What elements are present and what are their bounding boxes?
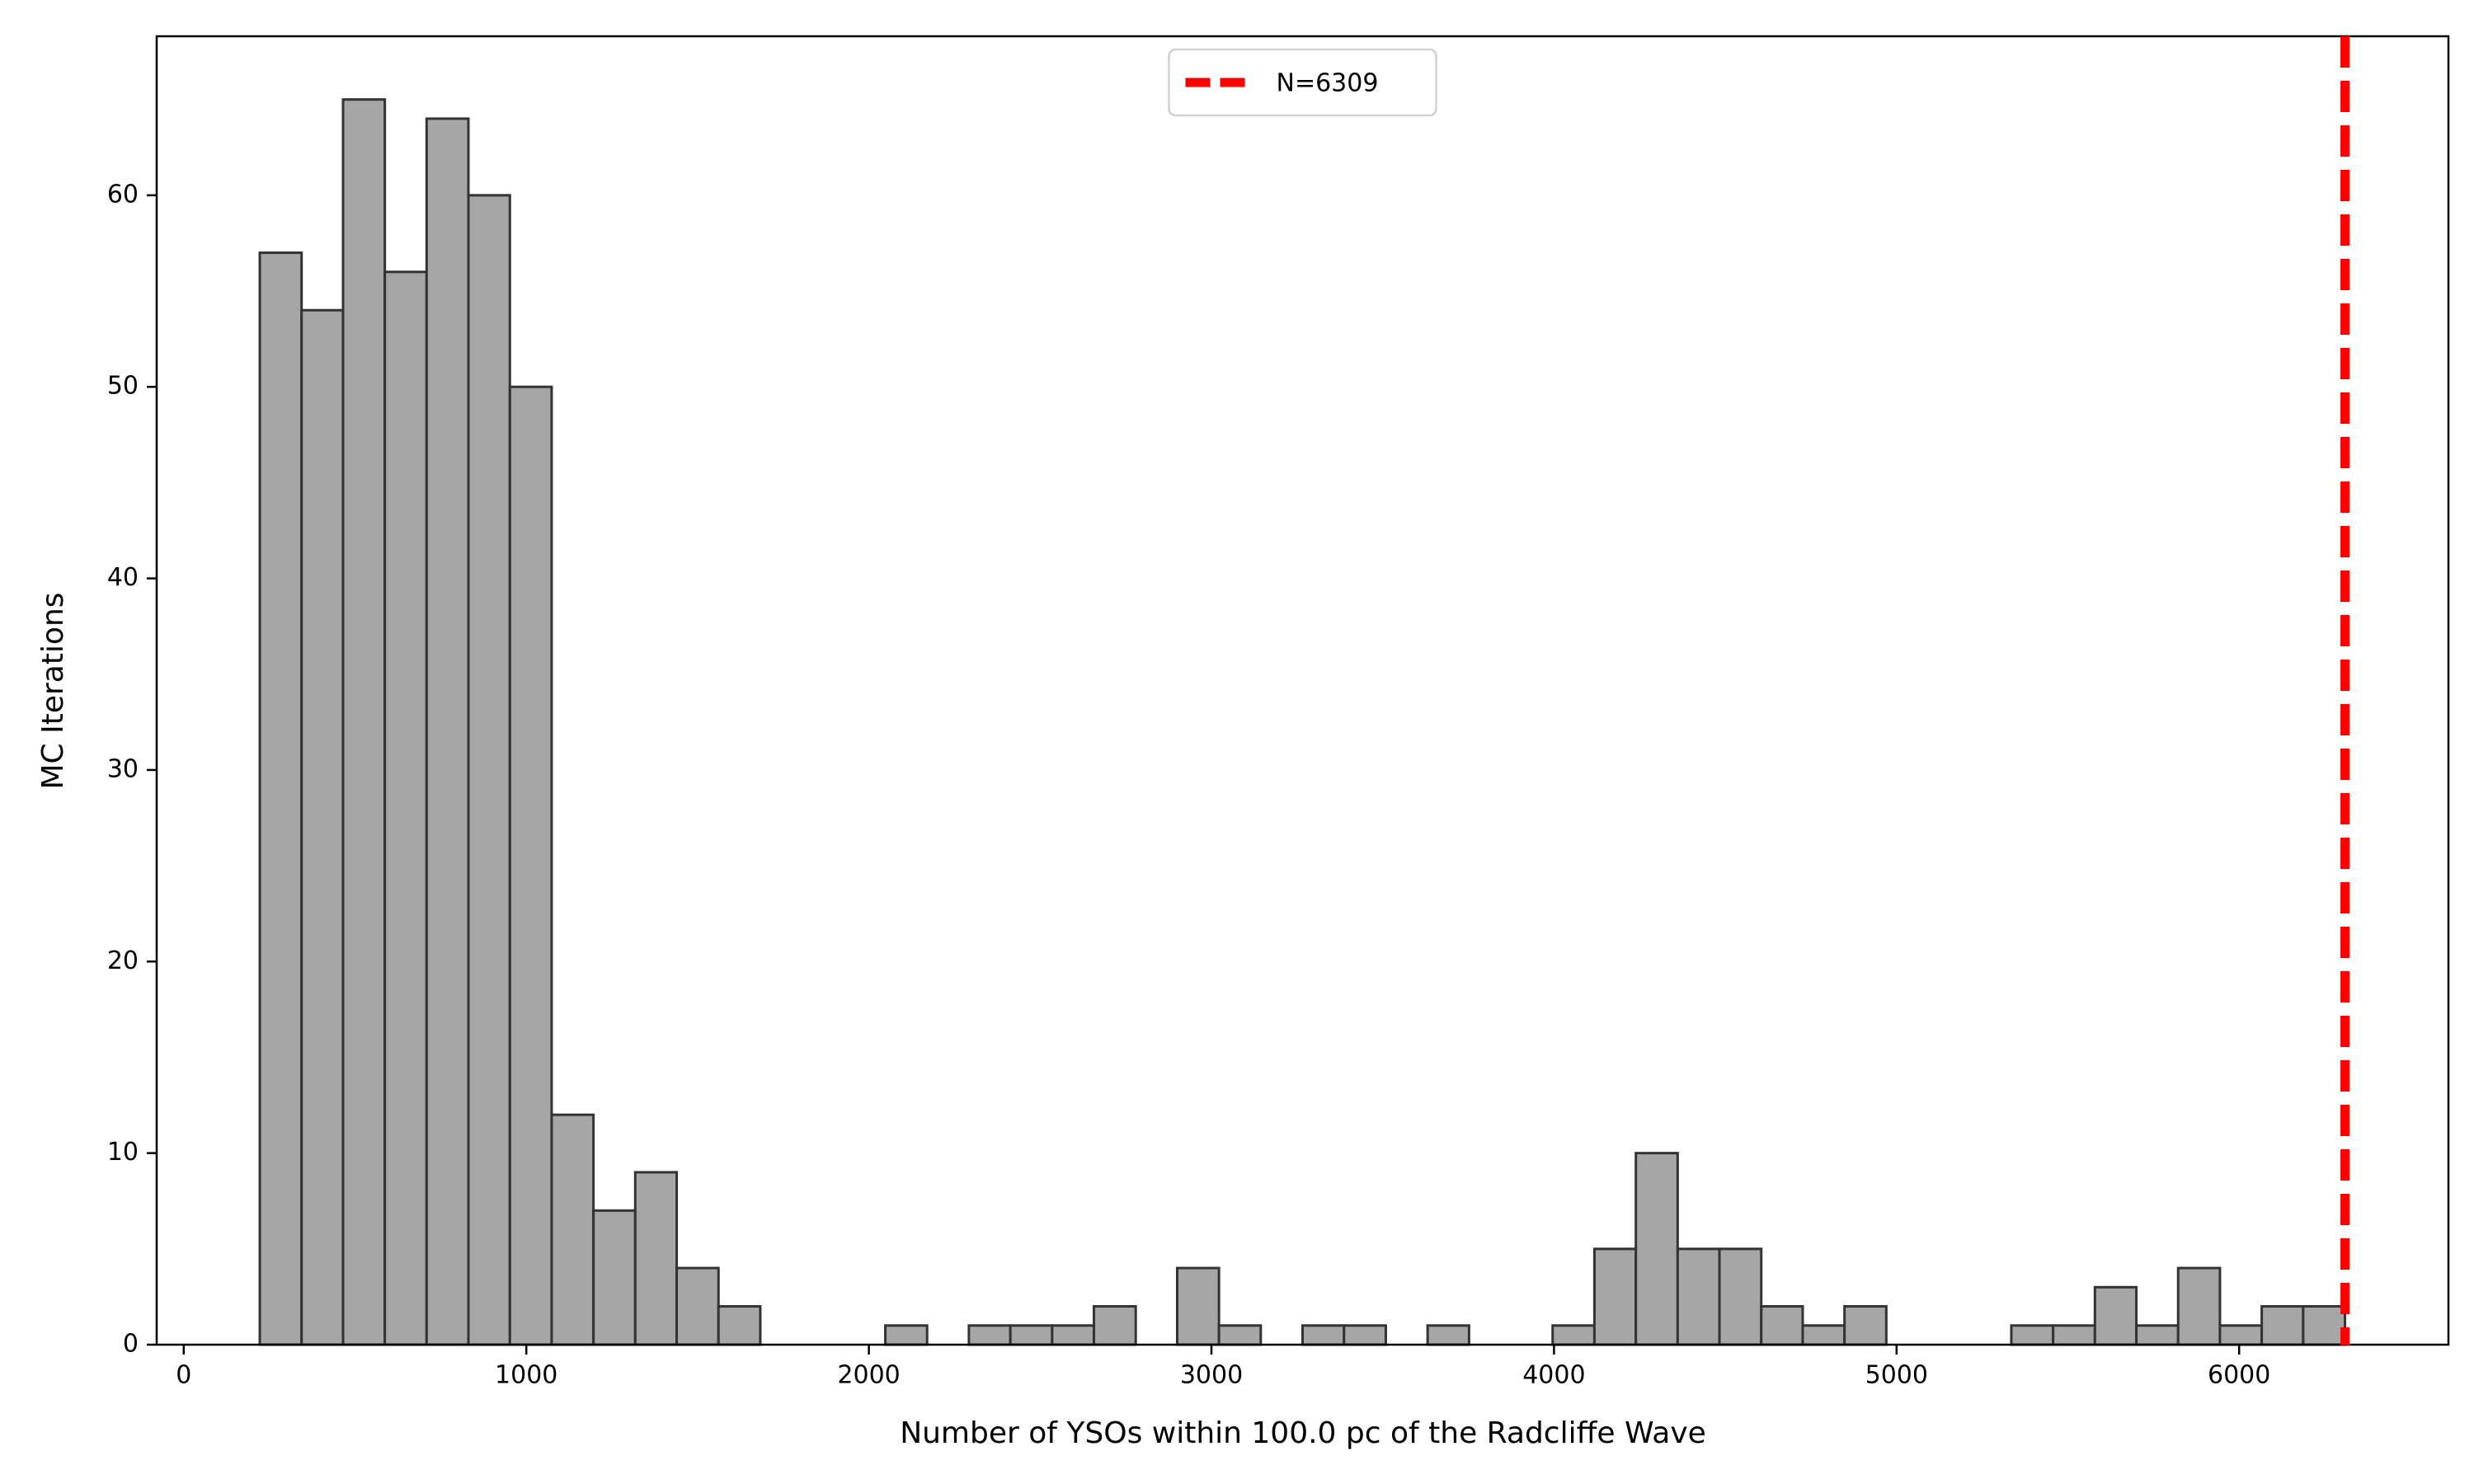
y-tick-label: 30 bbox=[107, 754, 139, 783]
legend-box bbox=[1168, 48, 1437, 117]
bar bbox=[2302, 1305, 2347, 1346]
bar bbox=[1551, 1324, 1596, 1346]
bar bbox=[1592, 1247, 1638, 1346]
y-tick-label: 40 bbox=[107, 563, 139, 592]
x-tick-label: 4000 bbox=[1522, 1361, 1585, 1390]
x-axis-title: Number of YSOs within 100.0 pc of the Ra… bbox=[900, 1416, 1706, 1450]
bar bbox=[2093, 1285, 2138, 1346]
y-tick-label: 20 bbox=[107, 946, 139, 975]
bar bbox=[341, 98, 387, 1346]
bar bbox=[508, 385, 553, 1346]
bar bbox=[550, 1113, 595, 1346]
bar bbox=[1426, 1324, 1470, 1346]
bar bbox=[2052, 1324, 2096, 1346]
bar bbox=[1093, 1305, 1137, 1346]
x-tick-label: 1000 bbox=[495, 1361, 557, 1390]
bar bbox=[1009, 1324, 1054, 1346]
bar bbox=[717, 1305, 762, 1346]
bar bbox=[967, 1324, 1012, 1346]
y-tick-label: 0 bbox=[123, 1330, 139, 1359]
legend-label: N=6309 bbox=[1277, 69, 1379, 98]
bar bbox=[2135, 1324, 2180, 1346]
bar bbox=[2260, 1305, 2305, 1346]
bar bbox=[2010, 1324, 2055, 1346]
bar bbox=[2176, 1266, 2222, 1346]
bar bbox=[300, 308, 345, 1346]
bar bbox=[1175, 1266, 1221, 1346]
bar bbox=[1217, 1324, 1263, 1346]
plot-frame bbox=[155, 35, 2450, 1346]
y-tick-label: 60 bbox=[107, 180, 139, 209]
x-tick-label: 5000 bbox=[1865, 1361, 1928, 1390]
x-tick-label: 3000 bbox=[1180, 1361, 1243, 1390]
bar bbox=[1051, 1324, 1096, 1346]
y-tick-label: 10 bbox=[107, 1138, 139, 1167]
bar bbox=[425, 117, 470, 1346]
bar bbox=[1301, 1324, 1346, 1346]
bar bbox=[1843, 1305, 1888, 1346]
bar bbox=[1343, 1324, 1387, 1346]
bar bbox=[1676, 1247, 1721, 1346]
bar bbox=[633, 1171, 679, 1346]
x-tick-label: 2000 bbox=[837, 1361, 900, 1390]
bar bbox=[675, 1266, 720, 1346]
x-tick-label: 0 bbox=[176, 1361, 191, 1390]
bar bbox=[884, 1324, 929, 1346]
bar bbox=[592, 1209, 637, 1346]
bar bbox=[1801, 1324, 1846, 1346]
bar bbox=[2218, 1324, 2264, 1346]
x-tick-label: 6000 bbox=[2208, 1361, 2270, 1390]
bar bbox=[258, 251, 303, 1346]
bar bbox=[467, 194, 511, 1346]
y-axis-title: MC Iterations bbox=[36, 592, 70, 789]
y-tick-label: 50 bbox=[107, 372, 139, 401]
bar bbox=[1718, 1247, 1763, 1346]
bar bbox=[383, 270, 428, 1346]
bar bbox=[1760, 1305, 1804, 1346]
bar bbox=[1634, 1152, 1679, 1346]
